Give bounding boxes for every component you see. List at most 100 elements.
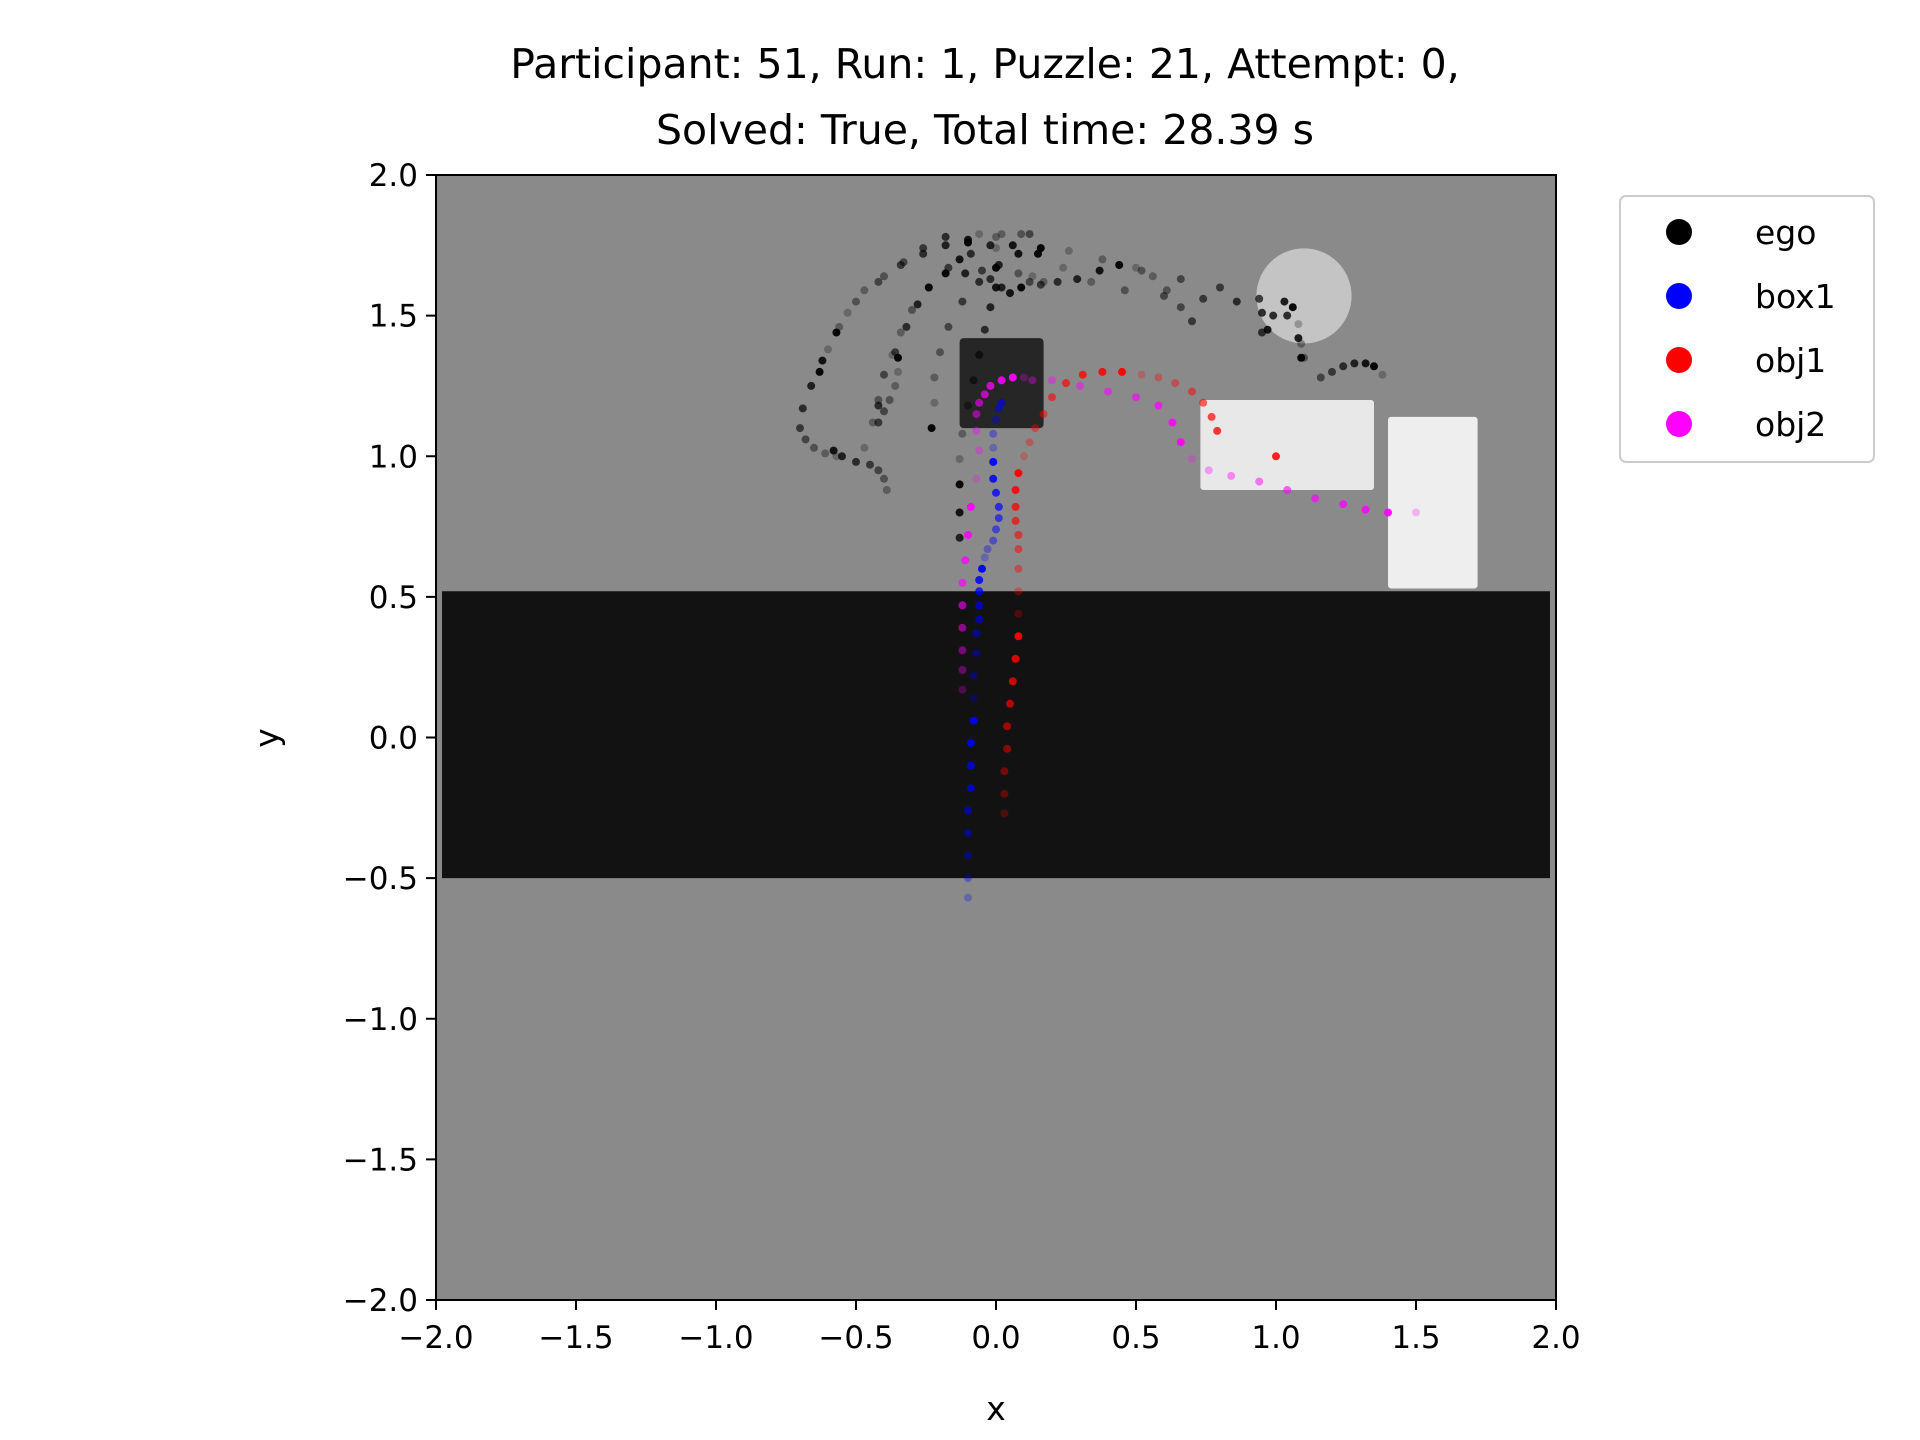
point-obj1 — [1039, 410, 1048, 419]
point-box1 — [983, 545, 992, 554]
point-ego — [975, 230, 984, 239]
point-ego — [1258, 328, 1266, 337]
point-obj2 — [1176, 438, 1185, 447]
point-ego — [894, 367, 902, 376]
point-ego — [815, 367, 824, 376]
y-tick-label: 2.0 — [369, 158, 418, 194]
point-ego — [821, 449, 830, 458]
point-obj1 — [1171, 379, 1180, 388]
point-ego — [978, 266, 986, 275]
point-obj2 — [1104, 387, 1112, 396]
point-ego — [975, 277, 984, 286]
point-ego — [1216, 283, 1224, 292]
point-ego — [880, 272, 888, 281]
point-ego — [1036, 244, 1045, 253]
point-ego — [961, 269, 970, 278]
point-ego — [958, 429, 967, 438]
point-ego — [1378, 370, 1387, 379]
series-obj1 — [1000, 367, 1280, 818]
point-ego — [1162, 286, 1171, 295]
point-obj2 — [964, 531, 972, 539]
point-ego — [992, 244, 1000, 253]
point-ego — [1188, 317, 1196, 326]
point-ego — [969, 376, 978, 385]
point-obj1 — [1118, 367, 1126, 376]
point-obj1 — [1011, 516, 1020, 525]
point-ego — [1361, 359, 1370, 368]
point-ego — [1297, 353, 1306, 362]
x-axis-label: x — [986, 1389, 1006, 1428]
point-obj2 — [986, 381, 995, 390]
point-obj2 — [1188, 455, 1196, 464]
legend-marker-box1 — [1666, 283, 1692, 309]
point-ego — [874, 277, 883, 286]
point-ego — [975, 351, 984, 359]
point-obj1 — [1006, 699, 1014, 708]
point-obj1 — [1098, 367, 1107, 376]
point-ego — [1199, 294, 1208, 303]
point-ego — [810, 443, 818, 452]
point-obj2 — [1154, 401, 1163, 410]
point-ego — [1014, 249, 1023, 258]
point-ego — [882, 486, 891, 494]
point-ego — [964, 401, 972, 410]
plot-series — [796, 230, 1420, 902]
point-obj1 — [1014, 632, 1023, 641]
point-obj2 — [958, 646, 967, 655]
point-ego — [1014, 269, 1023, 278]
point-ego — [966, 249, 975, 258]
point-obj1 — [1062, 379, 1070, 388]
point-ego — [955, 255, 964, 264]
chart-title-line1: Participant: 51, Run: 1, Puzzle: 21, Att… — [510, 40, 1460, 88]
point-box1 — [992, 415, 1000, 424]
point-ego — [955, 455, 964, 464]
point-obj2 — [972, 426, 981, 435]
point-box1 — [966, 784, 975, 793]
point-ego — [1350, 359, 1359, 368]
point-ego — [1064, 246, 1073, 255]
series-box1 — [964, 398, 1006, 902]
point-ego — [919, 249, 928, 258]
point-box1 — [989, 457, 998, 466]
point-box1 — [966, 761, 975, 770]
point-ego — [843, 308, 852, 317]
x-tick-label: 0.5 — [1111, 1320, 1160, 1356]
point-obj2 — [1283, 486, 1292, 494]
point-box1 — [997, 398, 1006, 407]
point-box1 — [989, 536, 998, 545]
point-ego — [1025, 277, 1034, 286]
point-ego — [1028, 272, 1037, 281]
point-ego — [1370, 362, 1378, 371]
point-ego — [1288, 303, 1297, 312]
point-obj2 — [958, 623, 967, 632]
point-ego — [930, 398, 939, 407]
point-ego — [1300, 353, 1308, 362]
point-obj1 — [1011, 654, 1020, 663]
point-ego — [818, 356, 827, 365]
point-ego — [955, 508, 964, 517]
point-obj2 — [997, 376, 1006, 385]
point-obj2 — [1361, 505, 1370, 514]
point-ego — [1095, 266, 1104, 275]
y-tick-label: −1.5 — [343, 1142, 418, 1178]
point-ego — [852, 457, 860, 466]
point-obj2 — [966, 502, 975, 511]
point-ego — [1294, 320, 1303, 329]
point-box1 — [994, 514, 1003, 523]
point-box1 — [966, 739, 975, 748]
point-ego — [992, 283, 1000, 292]
point-ego — [868, 418, 877, 427]
point-obj1 — [1272, 452, 1280, 461]
point-box1 — [989, 443, 998, 452]
point-obj1 — [1000, 767, 1009, 776]
y-tick-label: −1.0 — [343, 1002, 418, 1038]
point-box1 — [975, 587, 984, 596]
point-obj1 — [1154, 373, 1163, 382]
point-obj1 — [1031, 424, 1040, 433]
point-ego — [992, 232, 1000, 241]
point-ego — [880, 407, 888, 416]
point-box1 — [975, 615, 984, 624]
point-ego — [1232, 297, 1241, 306]
point-box1 — [980, 553, 989, 562]
point-ego — [894, 353, 902, 362]
